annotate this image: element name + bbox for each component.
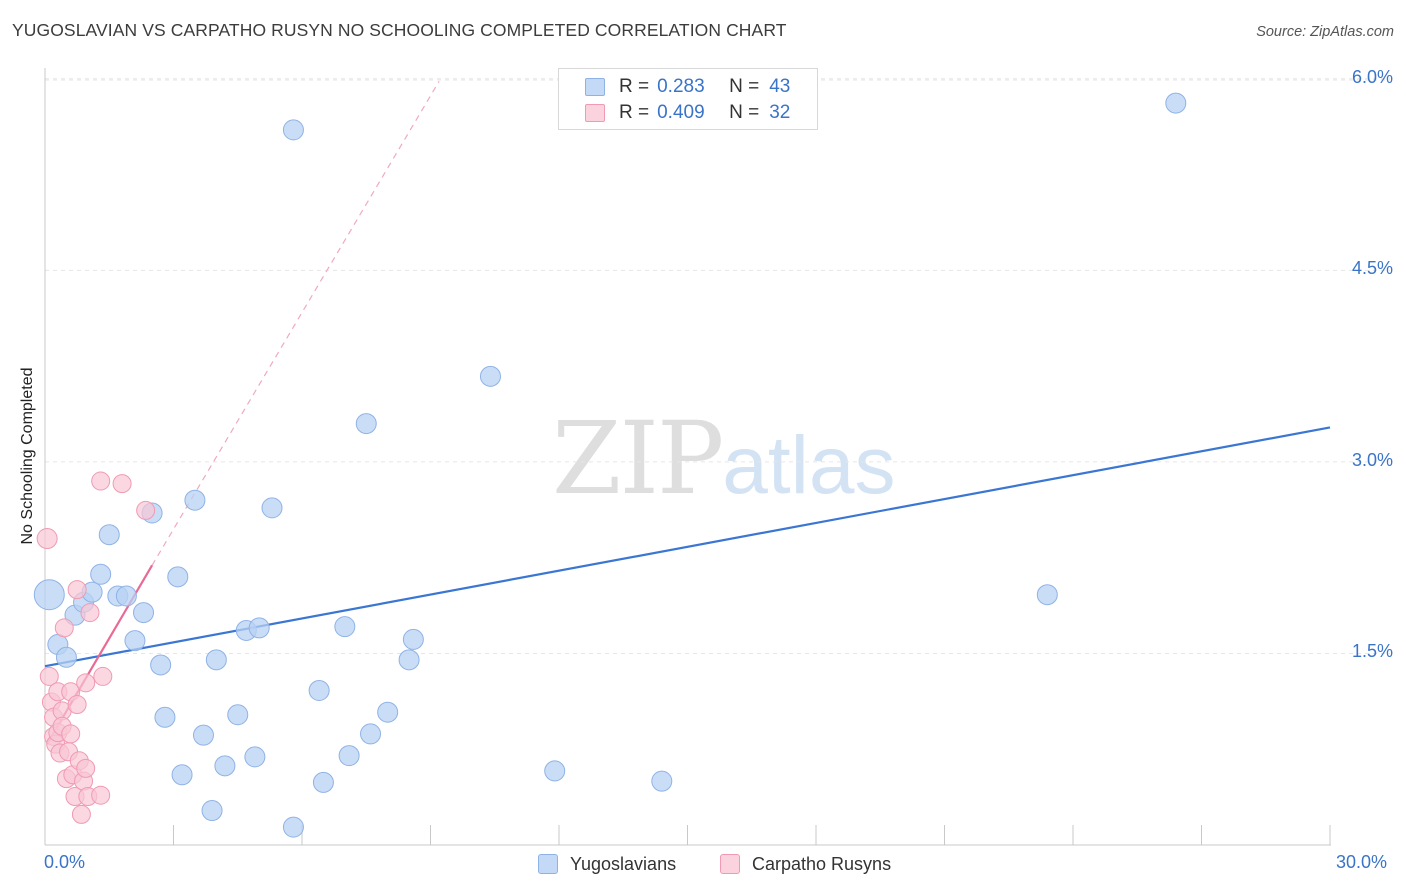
watermark-atlas: atlas: [722, 420, 896, 511]
bottom-legend-carpatho-rusyns: Carpatho Rusyns: [720, 852, 891, 876]
point-yugoslavians: [355, 413, 377, 435]
y-tick-label: 4.5%: [1351, 258, 1393, 279]
point-yugoslavians: [398, 649, 420, 671]
point-yugoslavians: [544, 760, 566, 782]
point-yugoslavians: [308, 679, 330, 701]
x-tick-label-min: 0.0%: [44, 852, 86, 872]
y-tick-label: 3.0%: [1351, 449, 1393, 470]
point-yugoslavians: [282, 119, 304, 141]
trend-carpatho-rusyns: [46, 81, 440, 745]
y-tick-label: 6.0%: [1351, 66, 1393, 87]
point-yugoslavians: [98, 524, 120, 546]
bottom-legend-label: Yugoslavians: [570, 853, 677, 874]
legend-r-value: 0.283: [657, 76, 705, 97]
bottom-legend-swatch-blue: [538, 854, 558, 874]
point-yugoslavians: [227, 704, 249, 726]
legend-swatch-pink: [585, 104, 605, 122]
points-yugoslavians: [33, 92, 1187, 838]
point-yugoslavians: [184, 489, 206, 511]
point-carpatho-rusyns: [36, 528, 58, 550]
point-carpatho-rusyns: [67, 580, 87, 600]
point-yugoslavians: [133, 602, 155, 624]
trend-line-extension-carpatho-rusyns: [151, 81, 440, 566]
point-carpatho-rusyns: [54, 618, 74, 638]
bottom-legend-label: Carpatho Rusyns: [752, 853, 892, 874]
point-yugoslavians: [402, 628, 424, 650]
point-yugoslavians: [167, 566, 189, 588]
point-yugoslavians: [651, 770, 673, 792]
point-carpatho-rusyns: [71, 804, 91, 824]
point-yugoslavians: [201, 800, 223, 822]
legend-r-label: R =: [619, 76, 650, 97]
point-yugoslavians: [205, 649, 227, 671]
point-yugoslavians: [90, 563, 112, 585]
point-yugoslavians: [33, 579, 65, 611]
legend-swatch-blue: [585, 78, 605, 96]
source-label: Source: ZipAtlas.com: [1256, 24, 1394, 40]
point-yugoslavians: [55, 646, 77, 668]
legend-n-label: N =: [729, 76, 760, 97]
chart-title: YUGOSLAVIAN VS CARPATHO RUSYN NO SCHOOLI…: [12, 20, 787, 40]
point-carpatho-rusyns: [112, 474, 132, 494]
point-carpatho-rusyns: [80, 603, 100, 623]
point-carpatho-rusyns: [91, 471, 111, 491]
point-yugoslavians: [479, 365, 501, 387]
correlation-legend: R = 0.283 N = 43 R = 0.409 N = 32: [558, 68, 818, 130]
point-yugoslavians: [154, 706, 176, 728]
point-yugoslavians: [124, 630, 146, 652]
point-yugoslavians: [244, 746, 266, 768]
point-carpatho-rusyns: [136, 500, 156, 520]
point-yugoslavians: [261, 497, 283, 519]
legend-row-carpatho-rusyns: R = 0.409 N = 32: [585, 101, 790, 125]
axes: [44, 68, 1331, 846]
bottom-legend-swatch-pink: [720, 854, 740, 874]
bottom-legend-yugoslavians: Yugoslavians: [538, 852, 676, 876]
x-tick-label-max: 30.0%: [1336, 852, 1388, 872]
point-yugoslavians: [334, 616, 356, 638]
legend-row-yugoslavians: R = 0.283 N = 43: [585, 75, 790, 99]
watermark: ZIPatlas: [552, 400, 896, 517]
point-carpatho-rusyns: [76, 758, 96, 778]
point-yugoslavians: [282, 816, 304, 838]
point-carpatho-rusyns: [61, 724, 81, 744]
point-carpatho-rusyns: [91, 785, 111, 805]
point-carpatho-rusyns: [39, 666, 59, 686]
y-axis-label: No Schooling Completed: [19, 367, 36, 545]
legend-r-value: 0.409: [657, 102, 705, 123]
legend-n-label: N =: [729, 102, 760, 123]
point-yugoslavians: [115, 585, 137, 607]
y-tick-label: 1.5%: [1351, 641, 1393, 662]
point-yugoslavians: [1165, 92, 1187, 114]
point-yugoslavians: [338, 745, 360, 767]
point-yugoslavians: [171, 764, 193, 786]
points-carpatho-rusyns: [36, 471, 156, 824]
point-yugoslavians: [214, 755, 236, 777]
point-carpatho-rusyns: [76, 673, 96, 693]
point-yugoslavians: [1036, 584, 1058, 606]
gridlines: [45, 78, 1390, 654]
point-yugoslavians: [192, 724, 214, 746]
watermark-zip: ZIP: [552, 400, 724, 517]
point-carpatho-rusyns: [67, 695, 87, 715]
point-yugoslavians: [312, 771, 334, 793]
legend-r-label: R =: [619, 102, 650, 123]
legend-n-value: 32: [769, 102, 791, 123]
point-yugoslavians: [150, 654, 172, 676]
point-yugoslavians: [377, 701, 399, 723]
point-yugoslavians: [248, 617, 270, 639]
point-yugoslavians: [360, 723, 382, 745]
legend-n-value: 43: [769, 76, 791, 97]
point-carpatho-rusyns: [93, 666, 113, 686]
